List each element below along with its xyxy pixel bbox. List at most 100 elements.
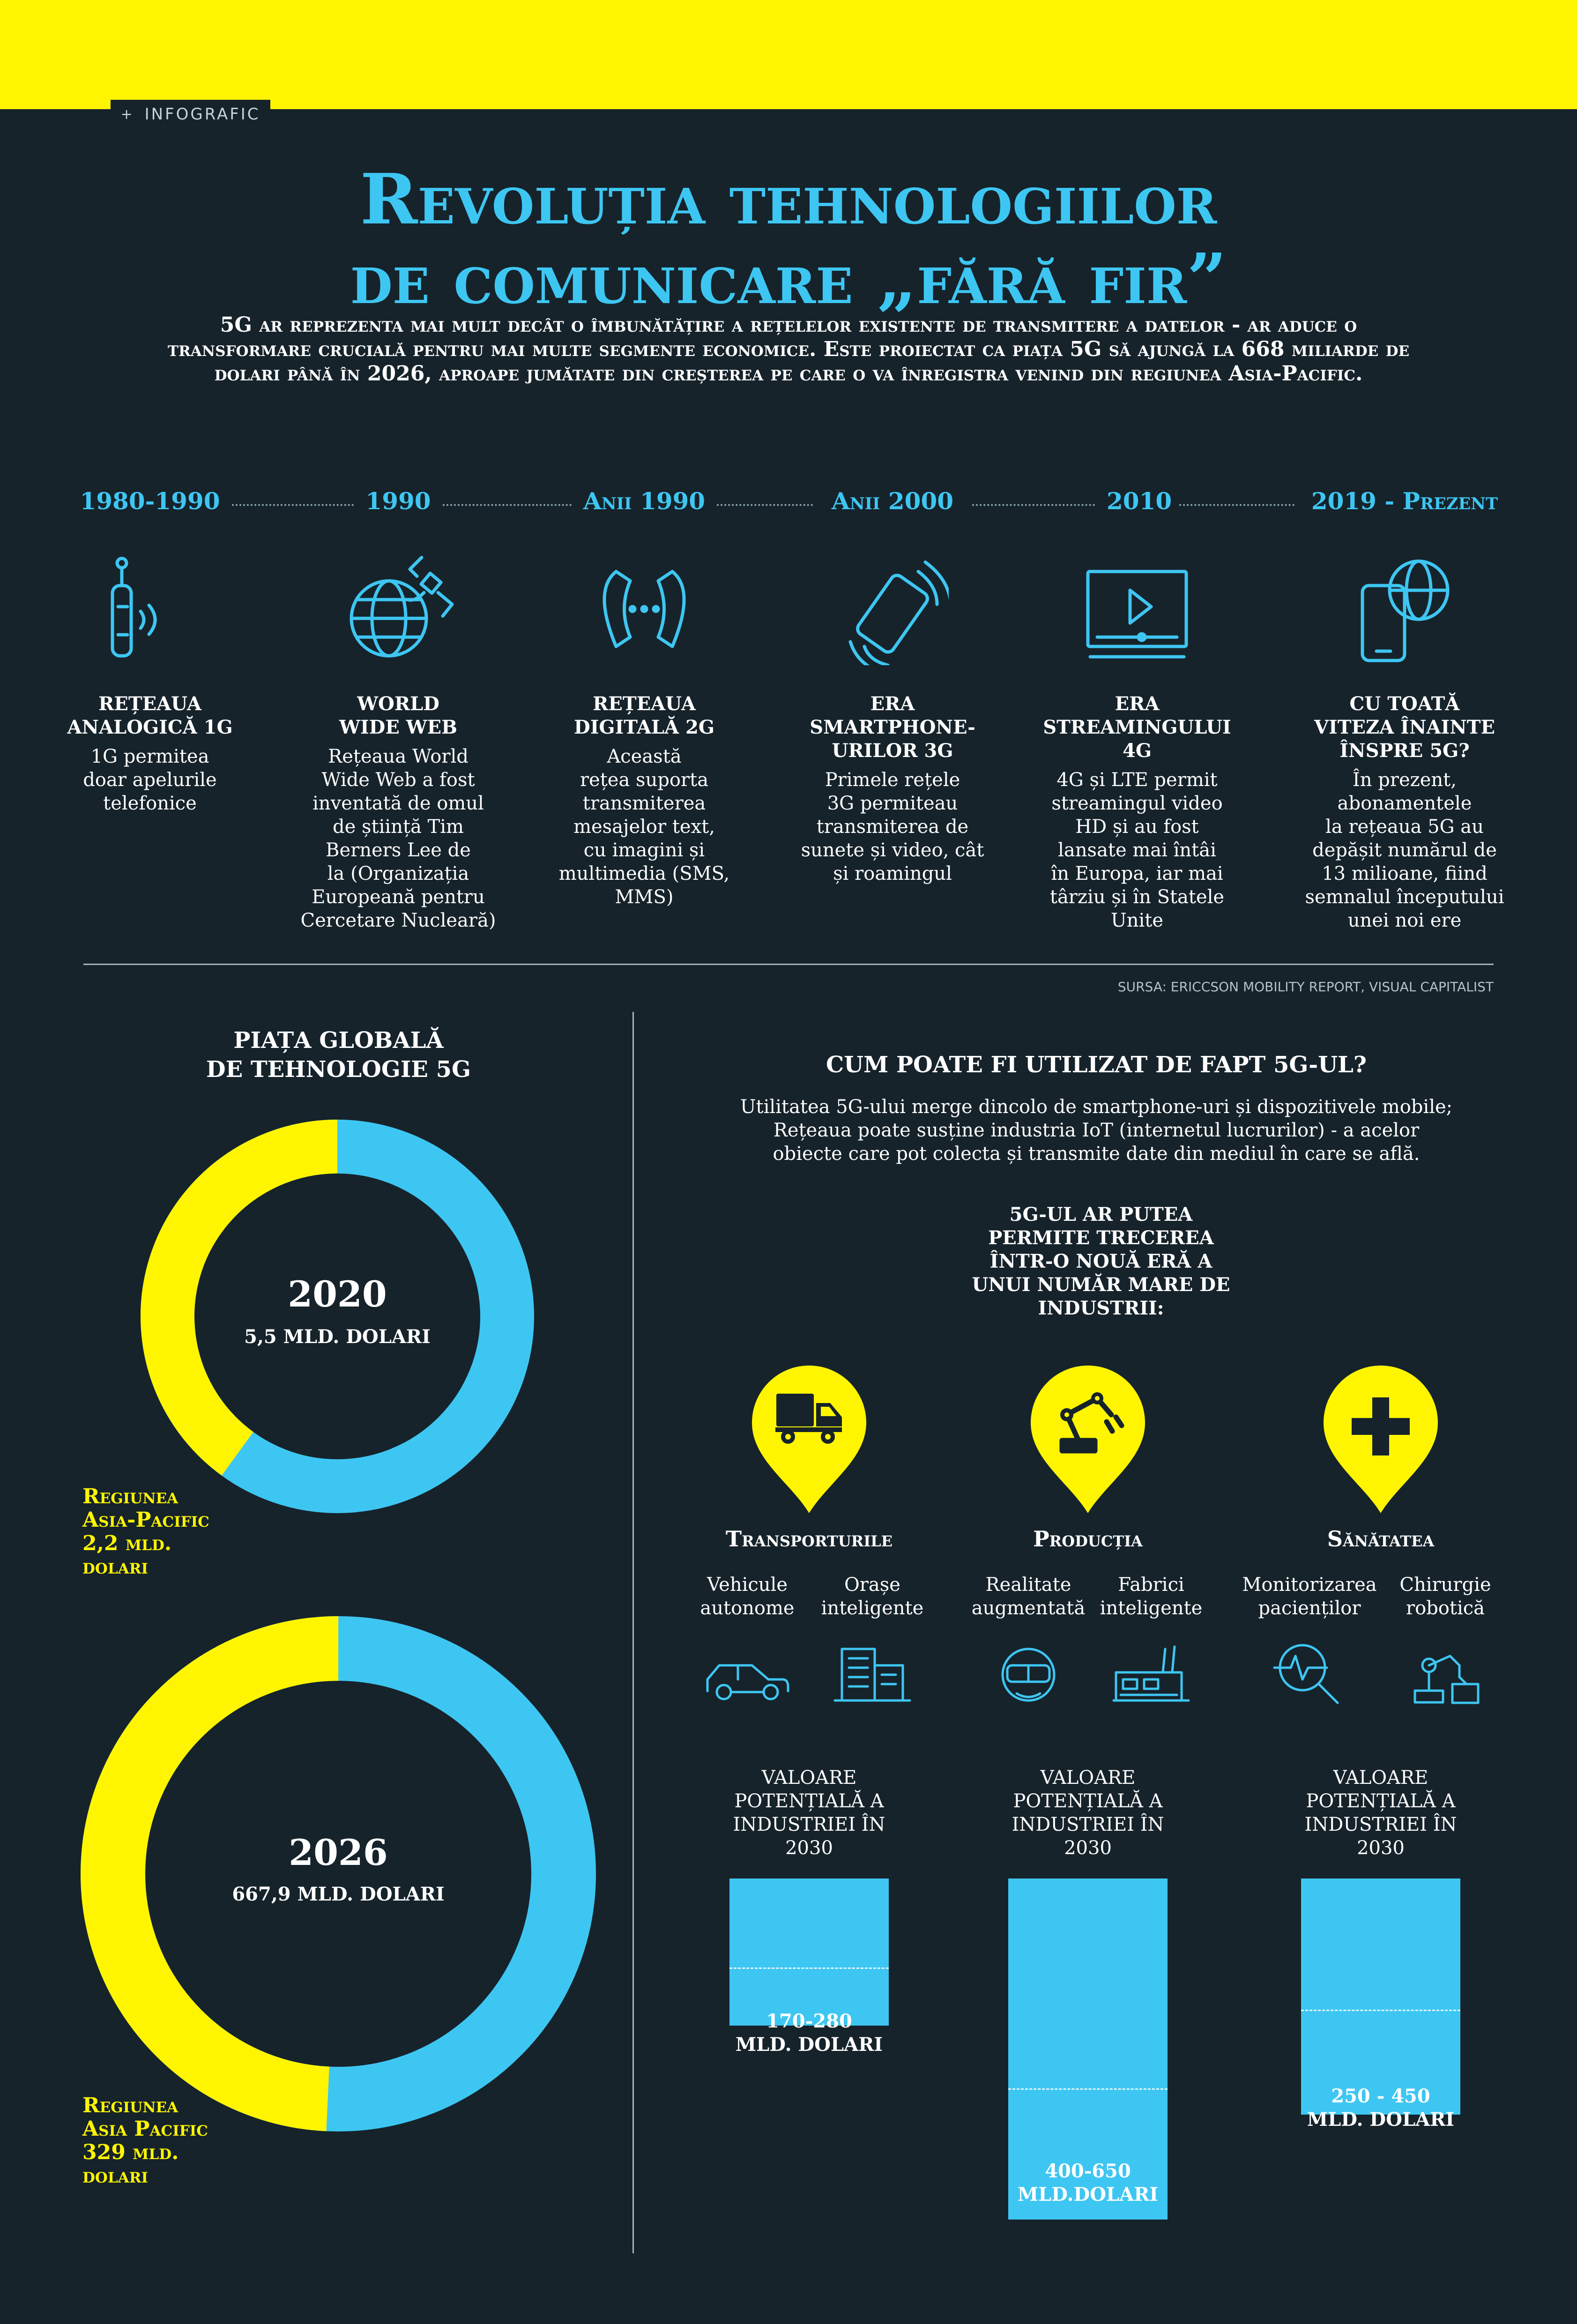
era-description-line: depășit numărul de <box>1312 839 1497 861</box>
title-line-2: de comunicare „fără fir” <box>350 238 1227 319</box>
car-icon <box>703 1640 792 1710</box>
value-amount-line: MLD. DOLARI <box>735 2034 883 2056</box>
use-case-label-line: robotică <box>1406 1597 1485 1619</box>
era-title: CU TOATĂ VITEZA ÎNAINTE ÎNSPRE 5G? <box>1302 692 1508 763</box>
car-icon <box>706 1664 789 1700</box>
era-title: ERA STREAMINGULUI 4G <box>1034 692 1240 763</box>
era-description: Primele rețele 3G permiteau transmiterea d… <box>789 768 996 885</box>
value-label-line: POTENȚIALĂ A <box>1306 1790 1456 1812</box>
era-description-line: MMS) <box>615 886 674 908</box>
era-description-line: Cercetare Nucleară) <box>300 910 496 931</box>
value-amount: 170-280 MLD. DOLARI <box>706 2010 912 2057</box>
era-title: WORLD WIDE WEB <box>295 692 501 739</box>
value-bar <box>1008 1879 1168 2220</box>
era-title-line: REȚEAUA <box>593 693 696 715</box>
usage-text-line: Utilitatea 5G-ului merge dincolo de smar… <box>740 1096 1453 1118</box>
factory-icon <box>1107 1640 1196 1710</box>
plus-icon: + <box>120 106 134 123</box>
globe-satellite-icon <box>342 553 454 665</box>
region-label-line: Regiunea <box>82 1485 179 1508</box>
intro-text: 5G ar reprezenta mai mult decât o îmbună… <box>167 313 1410 386</box>
source-note: SURSA: ERICCSON MOBILITY REPORT, VISUAL … <box>1117 979 1494 995</box>
top-banner <box>0 0 1577 109</box>
use-case-label-line: pacienților <box>1258 1597 1361 1619</box>
era-description: Această rețea suporta transmiterea mesajelo… <box>541 745 747 909</box>
timeline-period: 2019 - Prezent <box>1311 487 1498 515</box>
era-description: 4G și LTE permit streamingul video HD și a… <box>1034 768 1240 932</box>
era-title: REȚEAUA DIGITALĂ 2G <box>541 692 747 739</box>
era-description: Rețeaua World Wide Web a fost inventată de… <box>295 745 501 932</box>
era-title-line: SMARTPHONE- <box>810 716 975 738</box>
robot-arm-icon <box>1031 1365 1145 1513</box>
value-bar <box>1301 1879 1460 2115</box>
era-description-line: unei noi ere <box>1347 910 1462 931</box>
video-player-icon <box>1081 553 1193 665</box>
era-description-line: 1G permitea <box>90 746 209 767</box>
usage-text-line: Rețeaua poate susține industria IoT (int… <box>773 1120 1420 1141</box>
value-amount-line: 400-650 <box>1045 2160 1131 2182</box>
magnifier-pulse-icon <box>1265 1640 1354 1710</box>
use-case-label-line: Fabrici <box>1118 1574 1184 1596</box>
era-description-line: rețea suporta <box>580 769 709 791</box>
use-case-label: Monitorizarea pacienților <box>1235 1573 1384 1620</box>
era-description-line: inventată de omul <box>312 793 484 814</box>
era-description-line: 4G și LTE permit <box>1056 769 1218 791</box>
value-amount: 400-650 MLD.DOLARI <box>985 2160 1191 2206</box>
analog-phone-icon <box>111 557 157 658</box>
era-description-line: la rețeaua 5G au <box>1325 816 1484 838</box>
buildings-icon <box>833 1648 911 1702</box>
era-title-line: 4G <box>1123 740 1152 762</box>
era-title-line: DIGITALĂ 2G <box>574 716 714 738</box>
use-case-label: Vehicule autonome <box>672 1573 822 1620</box>
timeline-connector <box>232 504 354 506</box>
industry-name: Producția <box>1033 1526 1143 1552</box>
value-bar-min-marker <box>729 1968 889 1969</box>
usage-text-line: obiecte care pot colecta și transmite da… <box>773 1143 1420 1165</box>
industries-intro-line: 5G-UL AR PUTEA <box>1009 1203 1193 1225</box>
donut-chart-2020 <box>141 1120 534 1513</box>
value-label-line: POTENȚIALĂ A <box>1013 1790 1163 1812</box>
usage-title: CUM POATE FI UTILIZAT DE FAPT 5G-UL? <box>826 1052 1367 1078</box>
era-title: ERA SMARTPHONE- URILOR 3G <box>789 692 996 763</box>
use-case-label: Chirurgie robotică <box>1370 1573 1520 1620</box>
factory-icon <box>1112 1645 1190 1702</box>
era-title-line: WIDE WEB <box>339 716 457 738</box>
value-amount-line: 250 - 450 <box>1331 2085 1430 2107</box>
era-description-line: cu imagini și <box>583 839 705 861</box>
value-label: VALOARE POTENȚIALĂ A INDUSTRIEI ÎN 2030 <box>711 1766 908 1860</box>
industries-intro-line: PERMITE TRECEREA <box>988 1227 1214 1249</box>
era-description-line: 3G permiteau <box>827 793 958 814</box>
infographic-tag: + INFOGRAFIC <box>111 100 270 129</box>
donut-chart-2026 <box>81 1616 596 2131</box>
usage-text: Utilitatea 5G-ului merge dincolo de smar… <box>679 1095 1513 1166</box>
market-title: PIAȚA GLOBALĂ DE TEHNOLOGIE 5G <box>84 1026 593 1084</box>
era-description-line: Primele rețele <box>825 769 960 791</box>
era-description-line: lansate mai întâi <box>1058 839 1216 861</box>
region-label-line: Asia-Pacific <box>82 1508 209 1532</box>
donut-region-slice <box>141 1120 534 1513</box>
value-label-line: VALOARE <box>761 1767 857 1789</box>
section-divider <box>83 964 1494 965</box>
value-bar-min-marker <box>1301 2010 1460 2011</box>
era-description-line: și roamingul <box>833 863 952 884</box>
industry-name: Transporturile <box>725 1526 893 1552</box>
value-label-line: VALOARE <box>1333 1767 1428 1789</box>
phone-globe-icon <box>1361 559 1450 662</box>
value-label: VALOARE POTENȚIALĂ A INDUSTRIEI ÎN 2030 <box>1282 1766 1479 1860</box>
donut-region-slice <box>81 1616 596 2131</box>
era-description-line: multimedia (SMS, <box>558 863 730 884</box>
smartphone-ringing-icon <box>848 560 953 676</box>
truck-icon <box>752 1365 866 1513</box>
era-description: 1G permitea doar apelurile telefonice <box>47 745 253 815</box>
era-description: În prezent, abonamentele la rețeaua 5G au d… <box>1302 768 1508 932</box>
value-label-line: 2030 <box>1064 1837 1112 1859</box>
era-description-line: telefonice <box>103 793 197 814</box>
era-description-line: Wide Web a fost <box>321 769 475 791</box>
column-divider <box>632 1012 634 2253</box>
era-title-line: ERA <box>870 693 915 715</box>
use-case-label: Orașe inteligente <box>797 1573 947 1620</box>
vr-headset-icon <box>1001 1648 1056 1702</box>
timeline-connector <box>717 504 813 506</box>
donut-2026-region-label: Regiunea Asia Pacific 329 mld. dolari <box>82 2094 208 2188</box>
value-bar-min-marker <box>1008 2088 1168 2090</box>
